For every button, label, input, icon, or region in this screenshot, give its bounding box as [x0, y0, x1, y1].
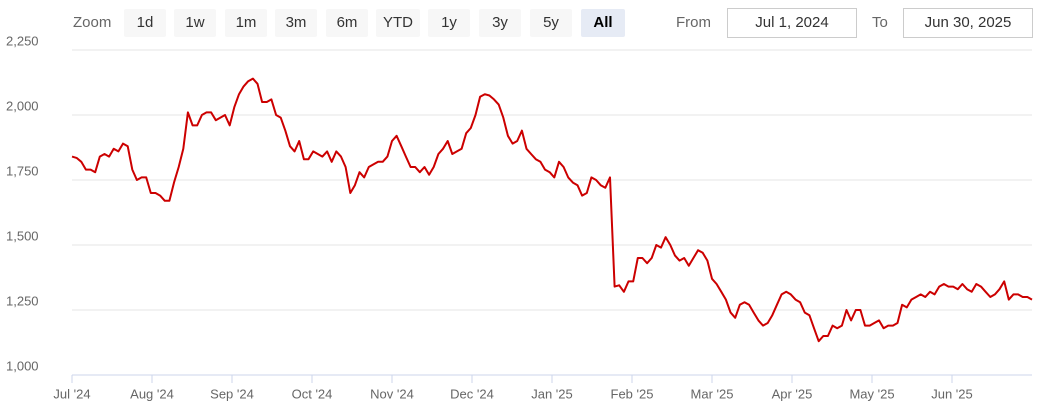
zoom-button[interactable]: 1w [174, 9, 216, 37]
x-tick-label: Dec '24 [450, 386, 494, 401]
zoom-label: Zoom [73, 14, 112, 31]
y-tick-label: 1,250 [6, 293, 39, 308]
zoom-button[interactable]: 1m [225, 9, 267, 37]
x-tick-label: Jul '24 [53, 386, 90, 401]
zoom-button[interactable]: All [581, 9, 625, 37]
x-tick-label: Apr '25 [772, 386, 813, 401]
x-tick-label: Nov '24 [370, 386, 414, 401]
y-tick-label: 1,000 [6, 358, 39, 373]
from-input[interactable]: Jul 1, 2024 [727, 8, 857, 38]
x-tick-label: Jun '25 [931, 386, 973, 401]
y-tick-label: 2,250 [6, 33, 39, 48]
x-tick-label: Jan '25 [531, 386, 573, 401]
price-line [71, 77, 1033, 343]
zoom-button[interactable]: 1d [124, 9, 166, 37]
zoom-button[interactable]: 5y [530, 9, 572, 37]
x-tick-label: Feb '25 [611, 386, 654, 401]
zoom-button[interactable]: YTD [376, 9, 420, 37]
zoom-button[interactable]: 3y [479, 9, 521, 37]
x-tick-label: May '25 [849, 386, 894, 401]
x-tick-label: Mar '25 [691, 386, 734, 401]
y-tick-label: 1,500 [6, 228, 39, 243]
x-tick-label: Aug '24 [130, 386, 174, 401]
zoom-button[interactable]: 1y [428, 9, 470, 37]
to-input[interactable]: Jun 30, 2025 [903, 8, 1033, 38]
zoom-button[interactable]: 3m [275, 9, 317, 37]
x-tick-label: Sep '24 [210, 386, 254, 401]
to-label: To [872, 14, 888, 31]
zoom-button[interactable]: 6m [326, 9, 368, 37]
y-tick-label: 2,000 [6, 98, 39, 113]
y-tick-label: 1,750 [6, 163, 39, 178]
from-label: From [676, 14, 711, 31]
x-tick-label: Oct '24 [292, 386, 333, 401]
